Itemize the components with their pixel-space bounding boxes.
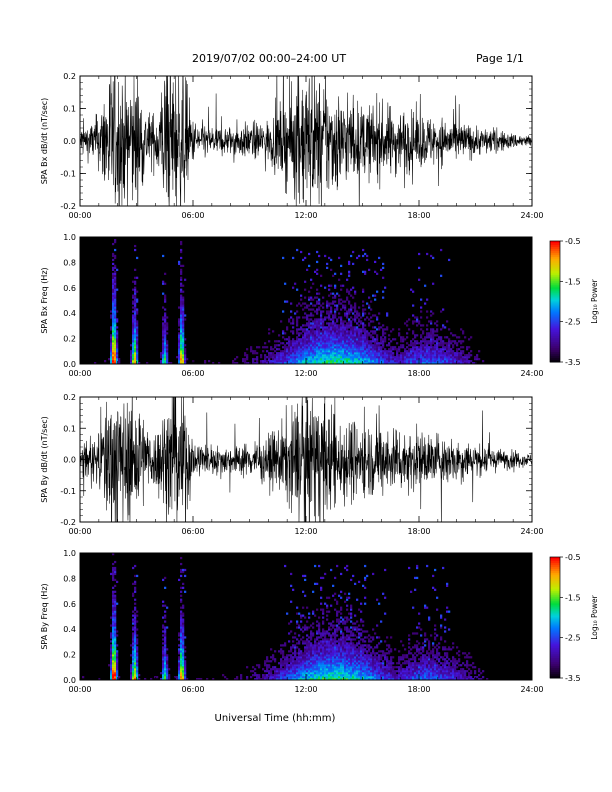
x-tick-label: 24:00 bbox=[520, 685, 543, 694]
y-tick-label: 0.8 bbox=[63, 258, 76, 267]
y-tick-label: 0.2 bbox=[63, 393, 76, 402]
series-line-panel-3 bbox=[80, 397, 532, 522]
x-tick-label: 18:00 bbox=[407, 527, 430, 536]
y-tick-label: 0.4 bbox=[63, 309, 76, 318]
colorbar-tick-label: -1.5 bbox=[565, 593, 581, 602]
x-tick-label: 06:00 bbox=[181, 369, 204, 378]
series-line-panel-1 bbox=[80, 76, 532, 206]
y-tick-label: 0.0 bbox=[63, 360, 76, 369]
x-tick-label: 00:00 bbox=[68, 527, 91, 536]
x-axis-panel-1 bbox=[79, 76, 533, 206]
colorbar-tick-label: -2.5 bbox=[565, 318, 581, 327]
y-tick-label: -0.2 bbox=[60, 518, 76, 527]
x-tick-label: 18:00 bbox=[407, 685, 430, 694]
x-tick-label: 24:00 bbox=[520, 527, 543, 536]
x-tick-label: 12:00 bbox=[294, 211, 317, 220]
colorbar-panel-2 bbox=[549, 240, 563, 363]
colorbar-tick-label: -3.5 bbox=[565, 674, 581, 683]
x-tick-label: 24:00 bbox=[520, 369, 543, 378]
y-tick-label: 0.0 bbox=[63, 676, 76, 685]
plot-title: 2019/07/02 00:00–24:00 UT bbox=[192, 52, 347, 65]
y-tick-label: 0.0 bbox=[63, 137, 76, 146]
y-tick-label: 0.6 bbox=[63, 600, 76, 609]
y-tick-label: 0.2 bbox=[63, 651, 76, 660]
spectrogram-panel-4 bbox=[80, 553, 532, 681]
x-tick-label: 24:00 bbox=[520, 211, 543, 220]
y-tick-label: 0.1 bbox=[63, 105, 76, 114]
x-tick-label: 18:00 bbox=[407, 211, 430, 220]
y-axis-label: SPA Bx Freq (Hz) bbox=[40, 267, 49, 333]
x-axis-panel-2 bbox=[79, 237, 533, 364]
page-indicator: Page 1/1 bbox=[476, 52, 524, 65]
x-tick-label: 12:00 bbox=[294, 527, 317, 536]
y-axis-label: SPA Bx dB/dt (nT/sec) bbox=[40, 98, 49, 185]
y-tick-label: 0.2 bbox=[63, 72, 76, 81]
y-tick-label: 0.4 bbox=[63, 625, 76, 634]
spectrogram-panel-2 bbox=[80, 237, 532, 365]
y-tick-label: -0.1 bbox=[60, 170, 76, 179]
y-tick-label: 0.8 bbox=[63, 574, 76, 583]
colorbar-tick-label: -1.5 bbox=[565, 277, 581, 286]
y-axis-label: SPA By dB/dt (nT/sec) bbox=[40, 416, 49, 503]
y-tick-label: 1.0 bbox=[63, 233, 76, 242]
x-axis-panel-3 bbox=[79, 397, 533, 522]
y-tick-label: 1.0 bbox=[63, 549, 76, 558]
x-tick-label: 00:00 bbox=[68, 211, 91, 220]
y-tick-label: -0.1 bbox=[60, 487, 76, 496]
y-axis-label: SPA By Freq (Hz) bbox=[40, 583, 49, 649]
x-tick-label: 18:00 bbox=[407, 369, 430, 378]
x-axis-title: Universal Time (hh:mm) bbox=[215, 713, 336, 724]
y-axis-panel-3 bbox=[80, 396, 532, 523]
x-tick-label: 12:00 bbox=[294, 685, 317, 694]
x-tick-label: 06:00 bbox=[181, 527, 204, 536]
y-tick-label: 0.6 bbox=[63, 284, 76, 293]
x-tick-label: 06:00 bbox=[181, 211, 204, 220]
x-tick-label: 00:00 bbox=[68, 369, 91, 378]
x-tick-label: 00:00 bbox=[68, 685, 91, 694]
y-tick-label: 0.2 bbox=[63, 335, 76, 344]
x-tick-label: 12:00 bbox=[294, 369, 317, 378]
colorbar-label: Log₁₀ Power bbox=[590, 278, 599, 323]
x-tick-label: 06:00 bbox=[181, 685, 204, 694]
y-axis-panel-2 bbox=[80, 236, 532, 365]
colorbar-tick-label: -3.5 bbox=[565, 358, 581, 367]
y-tick-label: -0.2 bbox=[60, 202, 76, 211]
y-axis-panel-4 bbox=[80, 552, 532, 681]
colorbar-tick-label: -0.5 bbox=[565, 237, 581, 246]
colorbar-label: Log₁₀ Power bbox=[590, 594, 599, 639]
colorbar-tick-label: -2.5 bbox=[565, 634, 581, 643]
colorbar-panel-4 bbox=[549, 556, 563, 679]
y-tick-label: 0.1 bbox=[63, 424, 76, 433]
colorbar-tick-label: -0.5 bbox=[565, 553, 581, 562]
y-axis-panel-1 bbox=[80, 75, 532, 207]
y-tick-label: 0.0 bbox=[63, 456, 76, 465]
x-axis-panel-4 bbox=[79, 553, 533, 680]
